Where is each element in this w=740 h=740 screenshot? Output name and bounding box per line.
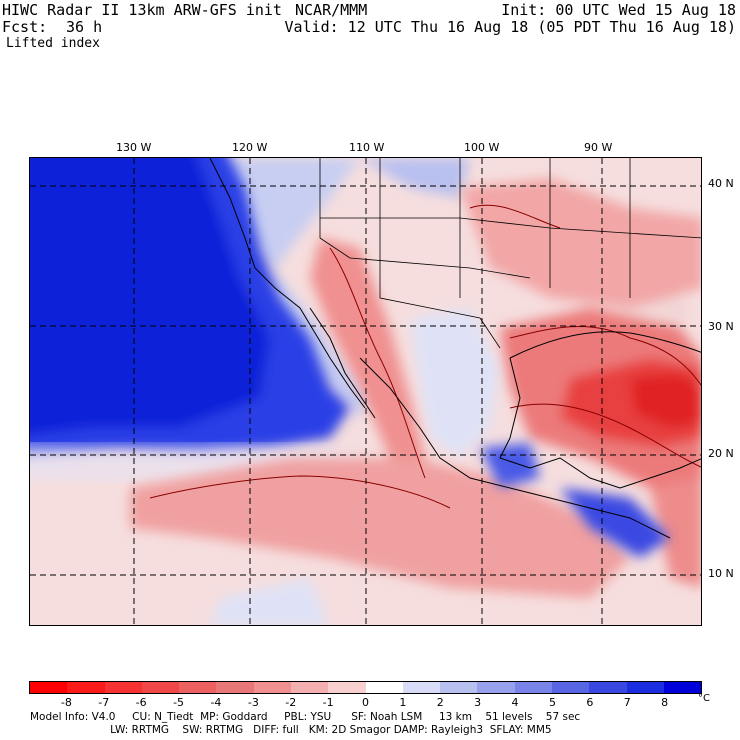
colorbar-cell xyxy=(30,682,68,693)
ocean-stable-region xyxy=(30,158,350,457)
lon-label-130w: 130 W xyxy=(116,141,152,154)
colorbar-cell xyxy=(440,682,478,693)
colorbar-tick-label: -7 xyxy=(98,696,110,709)
colorbar-cell xyxy=(328,682,366,693)
colorbar-tick-label: -3 xyxy=(247,696,259,709)
colorbar-tick-label: -6 xyxy=(135,696,147,709)
colorbar-cell xyxy=(216,682,254,693)
colorbar-tick-label: 2 xyxy=(436,696,444,709)
colorbar-tick-label: 6 xyxy=(586,696,594,709)
colorbar-tick-label: 4 xyxy=(511,696,519,709)
lat-label-20n: 20 N xyxy=(708,447,734,460)
colorbar-tick-label: -4 xyxy=(210,696,222,709)
colorbar-tick-label: 0 xyxy=(362,696,369,709)
lon-label-100w: 100 W xyxy=(464,141,500,154)
lat-label-40n: 40 N xyxy=(708,177,734,190)
lat-lon-grid xyxy=(30,158,701,625)
colorbar-cell xyxy=(290,682,329,693)
colorbar-tick-label: -2 xyxy=(285,696,297,709)
colorbar-unit: °C xyxy=(698,693,710,704)
colorbar-cell xyxy=(67,682,105,693)
stable-patches-mexico xyxy=(480,443,670,558)
valid-time: Valid: 12 UTC Thu 16 Aug 18 (05 PDT Thu … xyxy=(284,18,736,36)
colorbar xyxy=(29,681,702,694)
contour-lines xyxy=(149,204,701,509)
model-info-line2: LW: RRTMG SW: RRTMG DIFF: full KM: 2D Sm… xyxy=(30,724,552,736)
colorbar-cell xyxy=(589,682,627,693)
colorbar-tick-label: 3 xyxy=(474,696,482,709)
colorbar-cell xyxy=(179,682,217,693)
colorbar-cell xyxy=(402,682,441,693)
lon-label-110w: 110 W xyxy=(349,141,385,154)
lon-label-90w: 90 W xyxy=(584,141,613,154)
forecast-label: Fcst: xyxy=(2,18,48,36)
lat-label-30n: 30 N xyxy=(708,320,734,333)
colorbar-cell xyxy=(514,682,552,693)
colorbar-tick-label: -1 xyxy=(322,696,334,709)
colorbar-cell xyxy=(477,682,515,693)
colorbar-cell xyxy=(104,682,142,693)
colorbar-tick-label: 5 xyxy=(548,696,556,709)
init-time: Init: 00 UTC Wed 15 Aug 18 xyxy=(501,1,736,19)
colorbar-cell xyxy=(626,682,664,693)
state-borders xyxy=(319,158,701,349)
lat-label-10n: 10 N xyxy=(708,567,734,580)
colorbar-cell xyxy=(551,682,590,693)
unstable-regions xyxy=(130,178,701,598)
org-label: NCAR/MMM xyxy=(295,1,368,19)
colorbar-cell xyxy=(663,682,702,693)
coastlines xyxy=(209,158,701,539)
field-name: Lifted index xyxy=(6,36,100,51)
model-info-line1: Model Info: V4.0 CU: N_Tiedt MP: Goddard… xyxy=(30,711,581,723)
colorbar-cell xyxy=(253,682,291,693)
forecast-hours: 36 h xyxy=(66,18,103,36)
colorbar-tick-label: 8 xyxy=(661,696,669,709)
colorbar-tick-label: 7 xyxy=(623,696,631,709)
colorbar-cell xyxy=(141,682,180,693)
map-svg xyxy=(30,158,701,625)
colorbar-cell xyxy=(365,682,403,693)
colorbar-tick-label: -5 xyxy=(173,696,185,709)
colorbar-tick-label: 1 xyxy=(399,696,407,709)
lon-label-120w: 120 W xyxy=(232,141,268,154)
colorbar-tick-label: -8 xyxy=(60,696,72,709)
model-title: HIWC Radar II 13km ARW-GFS init xyxy=(2,1,282,19)
lifted-index-map xyxy=(29,157,702,626)
